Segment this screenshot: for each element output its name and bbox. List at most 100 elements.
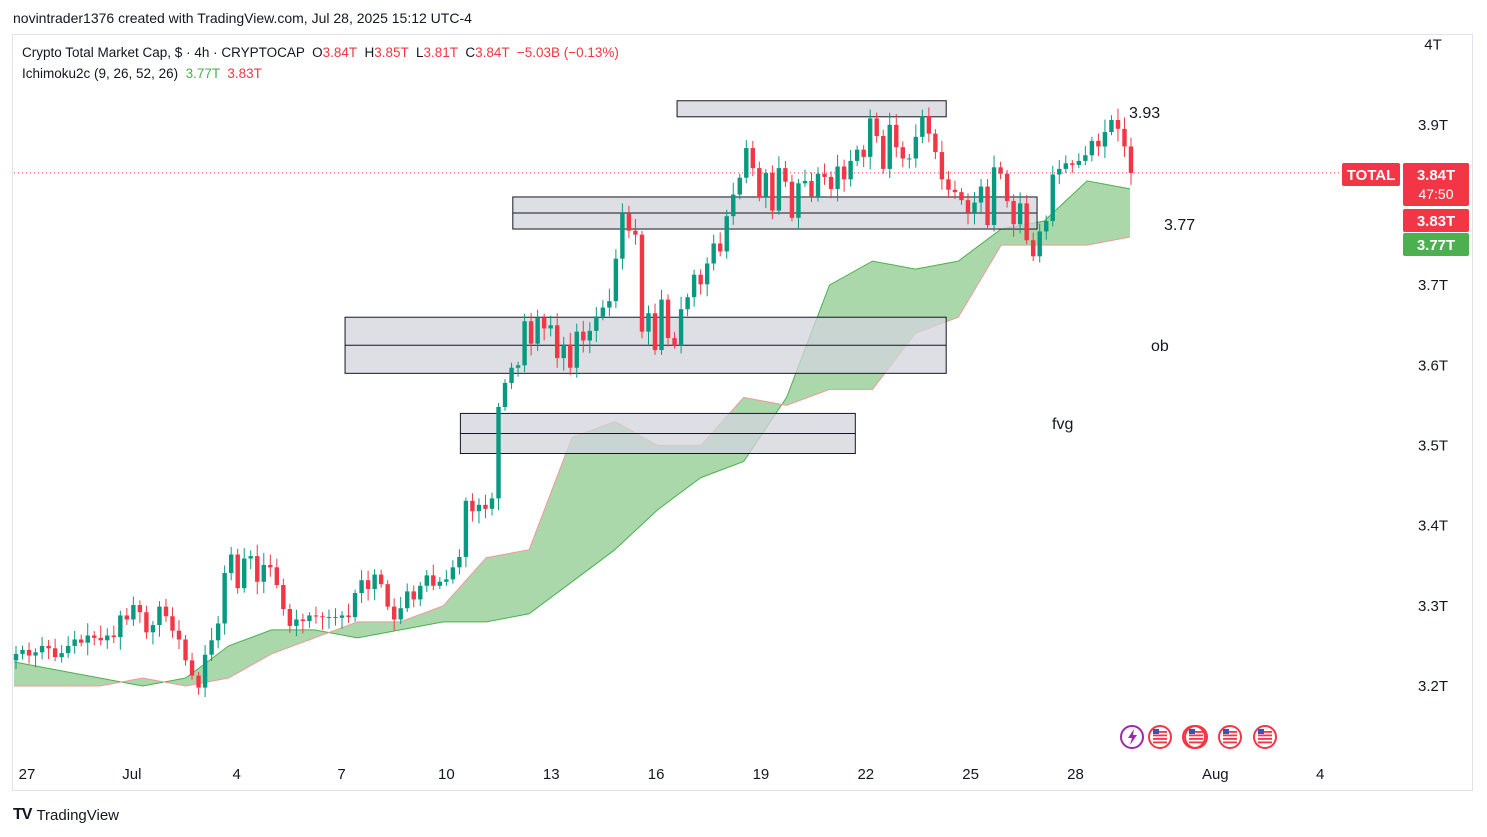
zone-label-mid: 3.77	[1164, 217, 1195, 234]
candle-body	[652, 313, 658, 351]
candle-body	[294, 619, 299, 626]
us-flag-event-icon[interactable]	[1148, 725, 1172, 749]
candle-body	[242, 558, 247, 589]
lightning-event-icon[interactable]	[1120, 725, 1144, 749]
candle-body	[444, 579, 449, 582]
us-flag-event-icon[interactable]	[1184, 725, 1208, 749]
candle-body	[574, 331, 579, 368]
candle-body	[978, 186, 984, 203]
candle-body	[196, 675, 201, 688]
candle-body	[1115, 119, 1121, 129]
chart-pane[interactable]	[12, 34, 1473, 791]
price-tick-label: 3.6T	[1418, 357, 1448, 374]
candle-body	[822, 173, 827, 177]
candle-body	[809, 180, 814, 197]
candle-body	[594, 316, 599, 331]
cloud-area	[14, 180, 1130, 686]
zone-3.93[interactable]	[676, 100, 947, 118]
price-tick-label: 3.7T	[1418, 277, 1448, 294]
candle-body	[418, 585, 423, 600]
candle-body	[789, 181, 795, 218]
candle-body	[359, 580, 364, 594]
candle-body	[59, 653, 64, 658]
candle-body	[672, 338, 677, 346]
candle-body	[639, 234, 645, 332]
candle-body	[568, 344, 573, 368]
candle-body	[731, 194, 736, 217]
candle-body	[92, 635, 97, 638]
candle-body	[398, 608, 403, 620]
candle-body	[46, 645, 51, 649]
candle-body	[326, 617, 332, 619]
candle-body	[972, 202, 977, 213]
candle-body	[959, 192, 964, 201]
candle-body	[1011, 200, 1016, 225]
candle-body	[26, 649, 32, 656]
candle-body	[470, 500, 475, 512]
candle-body	[946, 179, 951, 190]
time-tick-label: 25	[962, 766, 979, 783]
candle-body	[757, 168, 762, 198]
candle-body	[1017, 203, 1023, 225]
candle-body	[424, 575, 429, 586]
ohlc-open-label: O	[312, 45, 323, 60]
candle-body	[13, 653, 19, 661]
indicator-value-a: 3.77T	[185, 66, 220, 81]
tradingview-brand[interactable]: TV TradingView	[13, 806, 119, 824]
candle-body	[228, 554, 234, 573]
indicator-legend[interactable]: Ichimoku2c (9, 26, 52, 26) 3.77T 3.83T	[22, 66, 262, 81]
candle-body	[509, 367, 514, 383]
candle-body	[111, 635, 117, 638]
symbol-tag: TOTAL	[1342, 163, 1400, 186]
symbol-legend[interactable]: Crypto Total Market Cap, $ · 4h · CRYPTO…	[22, 45, 619, 60]
candle-body	[1128, 146, 1134, 173]
candle-body	[920, 115, 925, 137]
time-tick-label: Aug	[1202, 766, 1229, 783]
candle-body	[1030, 240, 1036, 257]
candle-body	[163, 606, 169, 617]
last-price-tag: 3.84T 47:50	[1403, 163, 1469, 206]
candle-body	[502, 382, 508, 408]
ohlc-close-label: C	[465, 45, 476, 60]
candle-body	[496, 407, 501, 499]
candle-body	[1096, 140, 1101, 147]
candle-body	[894, 124, 899, 148]
us-flag-event-icon[interactable]	[1218, 725, 1242, 749]
candle-body	[646, 313, 651, 332]
candle-body	[665, 299, 671, 339]
candle-body	[137, 605, 143, 613]
price-tick-label: 3.5T	[1418, 437, 1448, 454]
price-axis: 3.2T 3.3T 3.4T 3.5T 3.6T 3.7T 3.9T 4T	[1418, 37, 1448, 695]
symbol-name: Crypto Total Market Cap, $ · 4h · CRYPTO…	[22, 45, 305, 60]
candle-body	[561, 344, 566, 359]
us-flag-event-icon[interactable]	[1182, 725, 1206, 749]
time-tick-label: 27	[19, 766, 36, 783]
candle-body	[535, 318, 540, 344]
span-a-tag: 3.77T	[1403, 233, 1469, 256]
candle-body	[528, 321, 534, 344]
candle-body	[737, 177, 742, 195]
candle-body	[744, 148, 749, 178]
candle-body	[711, 243, 716, 264]
candle-body	[815, 173, 821, 197]
candle-body	[202, 654, 208, 688]
us-flag-event-icon[interactable]	[1253, 725, 1277, 749]
price-tick-label: 4T	[1424, 37, 1442, 54]
candle-body	[952, 189, 958, 193]
candle-body	[391, 606, 397, 620]
time-tick-label: 19	[753, 766, 770, 783]
ohlc-change: −5.03B (−0.13%)	[516, 45, 619, 60]
candle-body	[463, 500, 469, 557]
candle-body	[1102, 132, 1108, 147]
ohlc-high-value: 3.85T	[374, 45, 409, 60]
candle-body	[554, 325, 560, 359]
candle-body	[548, 325, 553, 329]
candle-body	[405, 591, 410, 609]
candle-body	[255, 556, 260, 582]
candle-body	[874, 118, 879, 137]
svg-text:3.84T: 3.84T	[1417, 167, 1455, 184]
indicator-value-b: 3.83T	[227, 66, 262, 81]
candle-body	[1089, 140, 1095, 156]
candle-body	[802, 180, 808, 184]
